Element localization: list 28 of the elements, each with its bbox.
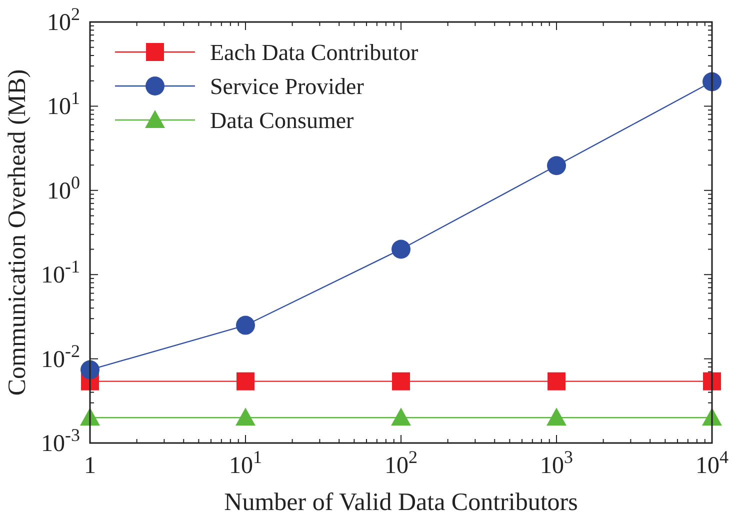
y-tick-label: 10$^{0}$	[47, 172, 80, 204]
point	[392, 240, 410, 259]
point	[391, 408, 411, 426]
point	[547, 156, 566, 176]
point	[702, 72, 722, 92]
point	[546, 408, 566, 426]
point	[80, 360, 100, 380]
x-tick-label: 10$^{3}$	[540, 447, 573, 479]
y-tick-label: 10$^{-2}$	[41, 340, 80, 373]
x-tick-label: 10$^{1}$	[229, 447, 262, 479]
x-axis-title: Number of Valid Data Contributors	[224, 489, 578, 516]
y-tick-label: 10$^{-1}$	[41, 256, 80, 289]
point	[703, 372, 721, 390]
point	[236, 316, 255, 335]
point	[392, 372, 410, 390]
point	[548, 372, 566, 390]
legend-label: Data Consumer	[210, 108, 354, 133]
x-tick-label: 10$^{4}$	[696, 447, 728, 479]
y-axis-title: Communication Overhead (MB)	[4, 69, 31, 396]
y-tick-label: 10$^{1}$	[47, 88, 80, 120]
point	[236, 372, 254, 390]
point	[236, 408, 256, 426]
y-tick-label: 10$^{-3}$	[41, 425, 80, 457]
x-tick-label: 1	[84, 453, 96, 479]
x-tick-label: 10$^{2}$	[384, 447, 418, 479]
legend-label: Each Data Contributor	[210, 40, 419, 65]
legend-label: Service Provider	[210, 74, 364, 99]
y-tick-label: 10$^{2}$	[47, 4, 80, 36]
